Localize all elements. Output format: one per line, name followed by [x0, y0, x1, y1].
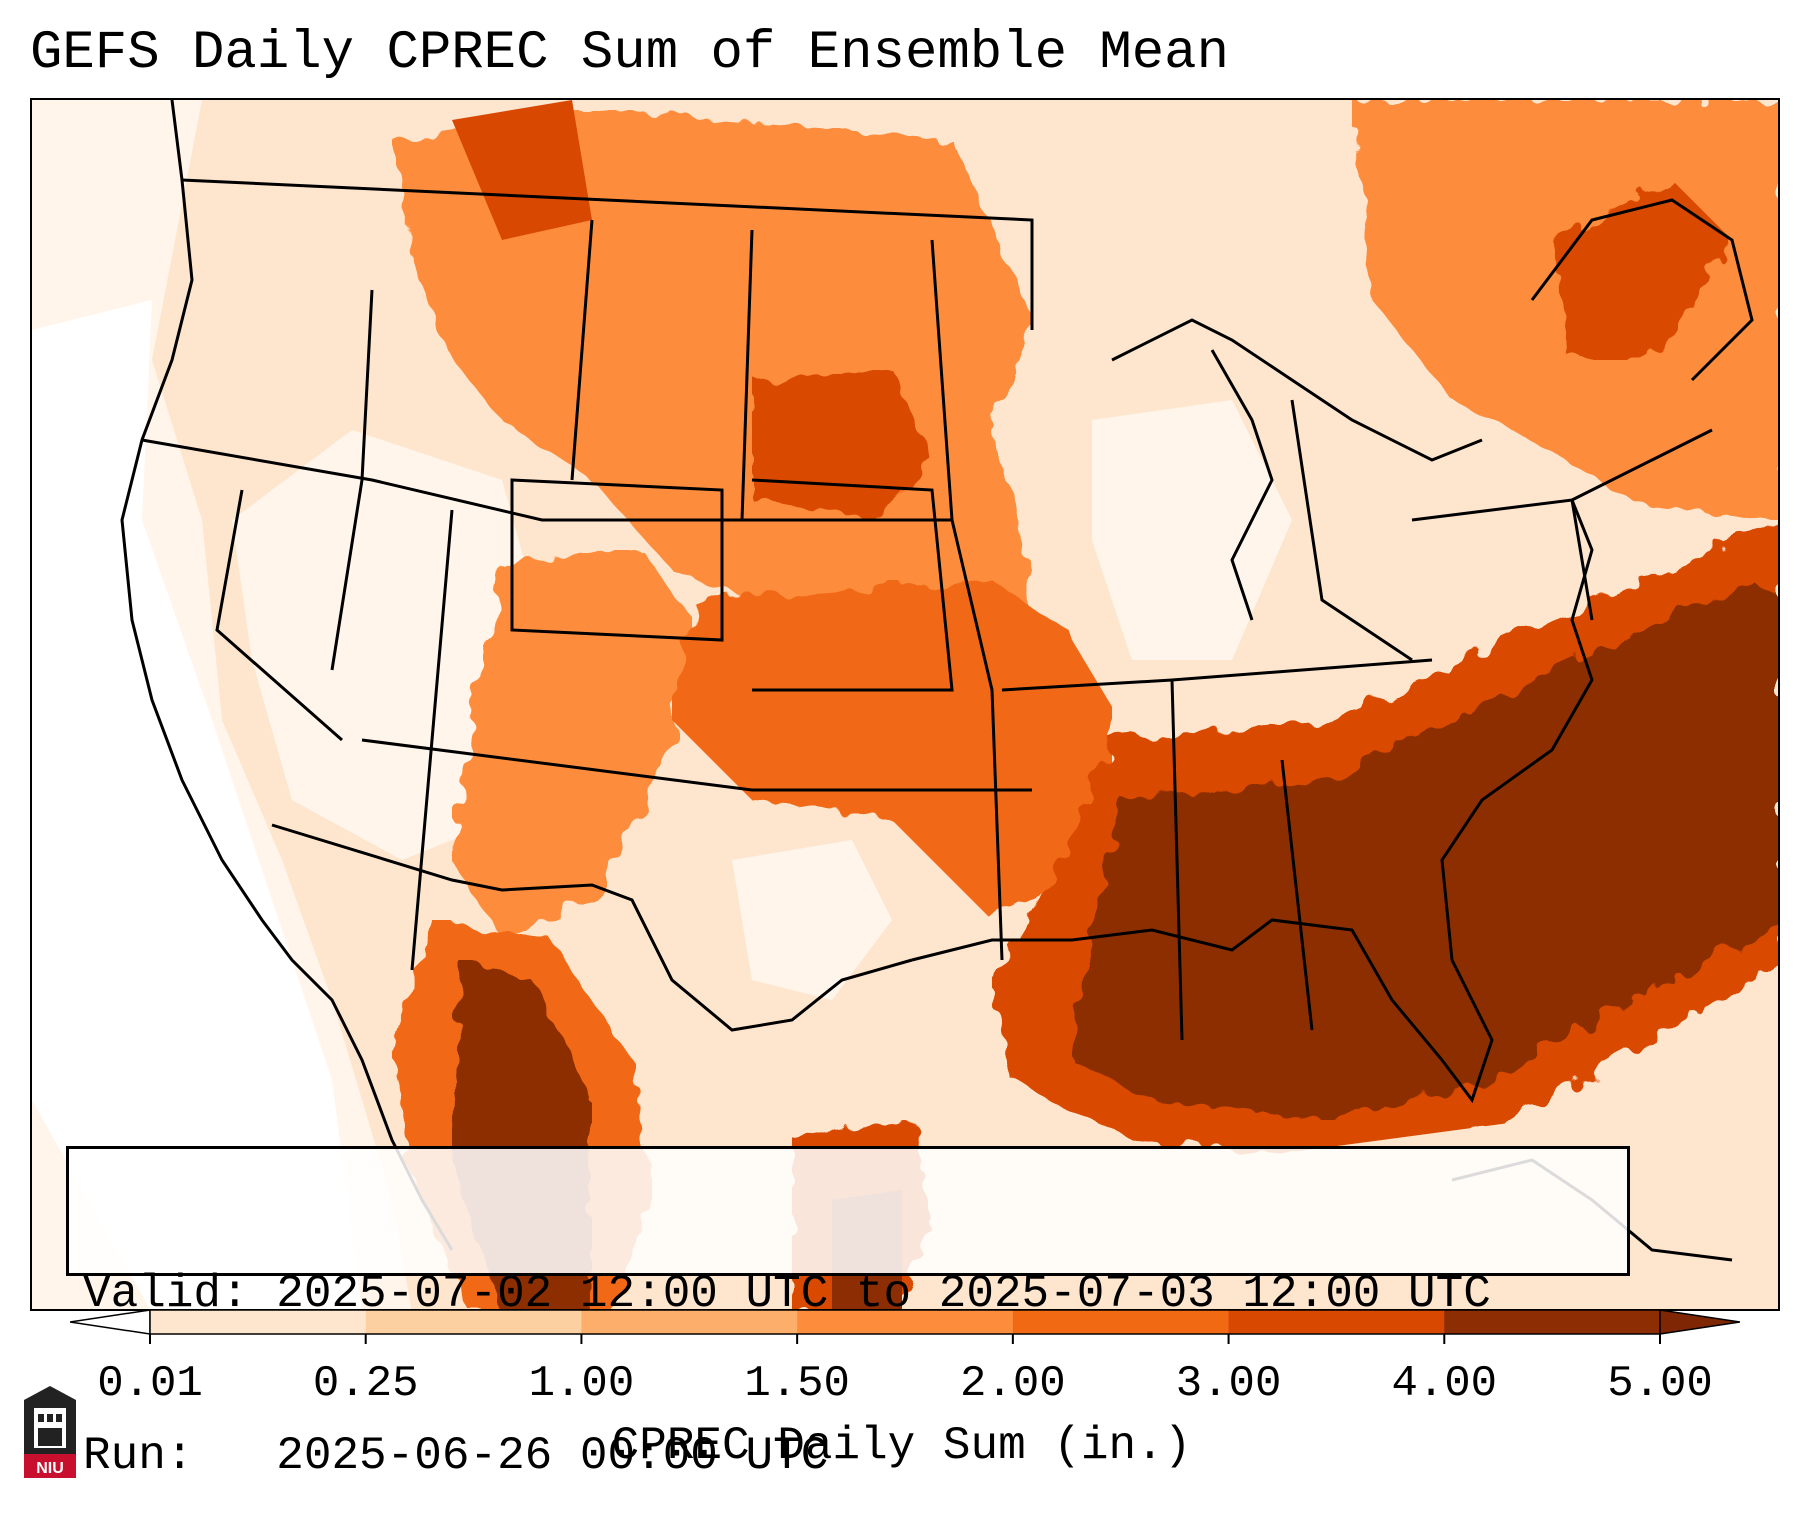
colorbar-tick-label: 3.00 — [1175, 1359, 1282, 1409]
colorbar-bin — [150, 1310, 367, 1334]
map-outlines — [120, 100, 1754, 1262]
state-line-montana-wyoming — [570, 219, 594, 481]
colorbar-segments — [149, 1310, 1661, 1335]
colorbar-bin — [581, 1310, 798, 1334]
precip-zone-southern-plains — [672, 580, 1112, 920]
precipitation-map — [30, 98, 1780, 1311]
colorbar-under-extension — [70, 1310, 151, 1335]
valid-run-info-box: Valid: 2025-07-02 12:00 UTC to 2025-07-0… — [66, 1146, 1630, 1482]
us-canada-border — [181, 178, 1034, 330]
state-line-utah-arizona — [410, 509, 454, 971]
colorbar — [70, 1310, 1740, 1344]
map-title: GEFS Daily CPREC Sum of Ensemble Mean — [30, 23, 1229, 84]
colorbar-ticks — [149, 1334, 1661, 1344]
colorbar-over-extension — [1659, 1310, 1740, 1335]
us-mexico-border — [271, 823, 913, 1032]
colorbar-tick-label: 2.00 — [960, 1359, 1066, 1409]
lake-michigan-shore — [1210, 349, 1274, 621]
colorbar-bin — [1012, 1310, 1230, 1334]
state-line-idaho — [330, 289, 374, 671]
state-line-alabama-georgia — [1280, 759, 1314, 1031]
niu-logo-text: NIU — [36, 1460, 64, 1477]
lake-superior-huron-shore — [1111, 318, 1483, 462]
state-line-dakotas — [740, 229, 754, 521]
colorbar-bin — [1228, 1310, 1445, 1334]
state-line-pennsylvania — [1411, 498, 1594, 621]
colorbar-bin — [1444, 1310, 1661, 1334]
colorbar-bin — [797, 1310, 1014, 1334]
pacific-coastline — [120, 100, 454, 1251]
precip-zone-montana-high — [452, 100, 592, 240]
precip-zone-quebec-high — [1552, 180, 1732, 360]
st-lawrence-coastline — [1530, 198, 1754, 382]
colorbar-tick-label: 0.01 — [97, 1359, 203, 1409]
run-time-text: Run: 2025-06-26 00:00 UTC — [83, 1430, 829, 1482]
precip-zone-great-lakes — [1092, 400, 1292, 660]
state-line-minnesota-iowa — [930, 239, 1004, 961]
state-line-california-nevada — [215, 489, 343, 742]
state-line-oregon-nevada — [141, 438, 952, 522]
colorbar-bin — [365, 1310, 582, 1334]
colorbar-tick-label: 4.00 — [1391, 1359, 1498, 1409]
colorbar-tick-label: 1.00 — [528, 1359, 635, 1409]
precip-zone-four-corners — [452, 550, 692, 940]
colorbar-tick-label: 5.00 — [1607, 1359, 1713, 1409]
niu-logo: NIU — [24, 1386, 76, 1478]
state-outline-kansas-region — [751, 478, 954, 692]
state-outline-colorado — [510, 478, 724, 642]
state-line-mississippi-alabama — [1170, 679, 1184, 1041]
state-line-ohio-river — [1290, 399, 1413, 662]
precip-zone-northern-plains — [392, 110, 1032, 660]
precip-zone-texas-dry — [732, 840, 892, 1000]
map-canvas — [32, 100, 1778, 1309]
precip-zone-southeast-max — [1072, 580, 1778, 1120]
colorbar-tick-label: 0.25 — [312, 1359, 419, 1409]
precip-zone-pacific-dry — [32, 300, 362, 1309]
colorbar-label: CPREC Daily Sum (in.) — [611, 1420, 1192, 1472]
colorbar-tick-label: 1.50 — [744, 1359, 850, 1409]
state-line-36-parallel — [361, 738, 1032, 792]
